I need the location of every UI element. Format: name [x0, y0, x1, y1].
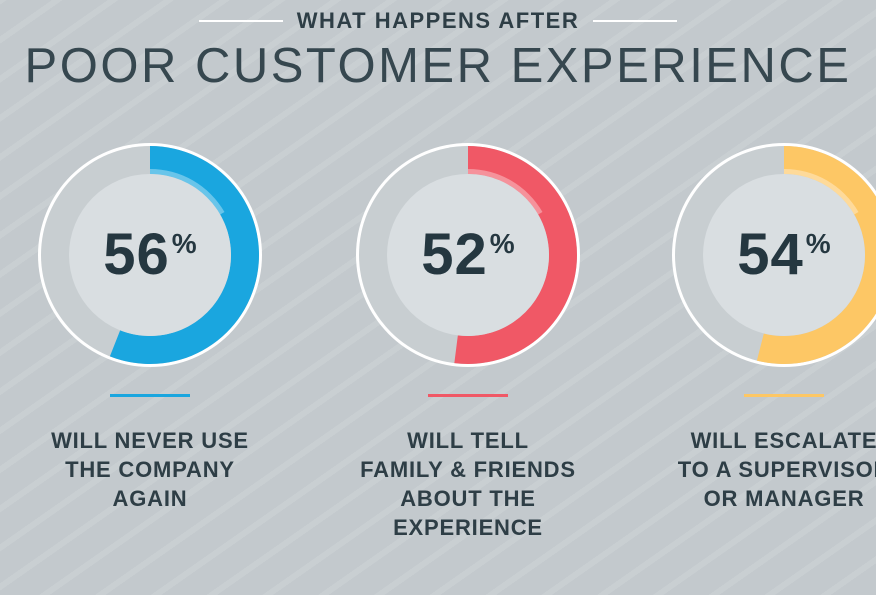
stat-tell-friends: 52% WILL TELL FAMILY & FRIENDS ABOUT THE…	[318, 140, 618, 580]
kicker-line-left	[198, 20, 283, 22]
donut-arc-shadow	[468, 169, 543, 215]
label-line: WILL TELL	[407, 428, 529, 453]
donut-chart: 54%	[669, 140, 876, 370]
donut-svg	[672, 143, 876, 367]
donut-inner-disc	[703, 174, 865, 336]
label-line: THE COMPANY	[65, 457, 235, 482]
donut-arc-shadow	[150, 169, 225, 215]
donut-arc	[454, 146, 578, 364]
donut-inner-disc	[387, 174, 549, 336]
percent-value: 54%	[669, 140, 876, 370]
stat-label: WILL ESCALATE TO A SUPERVISOR OR MANAGER	[634, 426, 876, 513]
label-line: EXPERIENCE	[393, 515, 543, 540]
percent-value: 52%	[353, 140, 583, 370]
donut-chart: 56%	[35, 140, 265, 370]
label-line: TO A SUPERVISOR	[677, 457, 876, 482]
donut-arc	[756, 146, 876, 364]
stat-never-use: 56% WILL NEVER USE THE COMPANY AGAIN	[0, 140, 300, 580]
percent-value: 56%	[35, 140, 265, 370]
kicker-line-right	[593, 20, 678, 22]
divider-line	[110, 394, 190, 397]
percent-number: 54	[737, 222, 804, 287]
label-line: AGAIN	[112, 486, 188, 511]
donut-arc	[109, 146, 259, 364]
percent-number: 52	[421, 222, 488, 287]
percent-sign: %	[171, 228, 197, 259]
label-line: OR MANAGER	[703, 486, 865, 511]
divider-line	[428, 394, 508, 397]
percent-sign: %	[489, 228, 515, 259]
donut-arc-shadow	[784, 169, 859, 215]
kicker-row: WHAT HAPPENS AFTER	[0, 6, 876, 36]
kicker-text: WHAT HAPPENS AFTER	[296, 8, 580, 33]
stat-label: WILL NEVER USE THE COMPANY AGAIN	[0, 426, 300, 513]
percent-number: 56	[103, 222, 170, 287]
divider-line	[744, 394, 824, 397]
donut-svg	[356, 143, 580, 367]
label-line: WILL ESCALATE	[690, 428, 876, 453]
donut-inner-disc	[69, 174, 231, 336]
main-title: POOR CUSTOMER EXPERIENCE	[24, 39, 852, 93]
percent-sign: %	[805, 228, 831, 259]
label-line: FAMILY & FRIENDS	[360, 457, 576, 482]
donut-svg	[38, 143, 262, 367]
donut-chart: 52%	[353, 140, 583, 370]
label-line: ABOUT THE	[400, 486, 536, 511]
stat-escalate: 54% WILL ESCALATE TO A SUPERVISOR OR MAN…	[634, 140, 876, 580]
stat-label: WILL TELL FAMILY & FRIENDS ABOUT THE EXP…	[318, 426, 618, 542]
label-line: WILL NEVER USE	[51, 428, 249, 453]
